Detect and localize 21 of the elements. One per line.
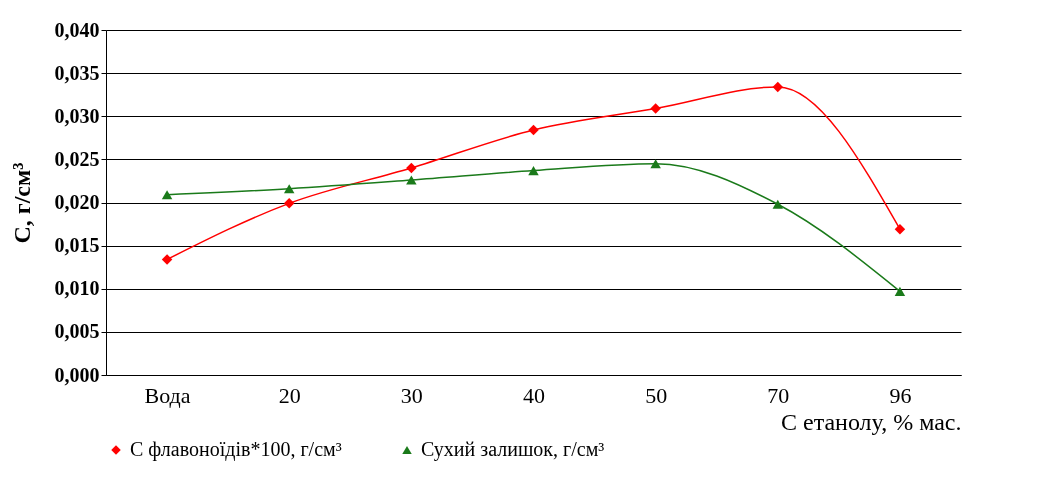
y-tick-label: 0,025 bbox=[54, 147, 100, 170]
x-tick-label: 50 bbox=[645, 382, 668, 408]
x-tick-label: 40 bbox=[523, 382, 545, 408]
y-tick-label: 0,020 bbox=[54, 191, 100, 213]
x-axis-title: С етанолу, % мас. bbox=[780, 408, 962, 435]
x-tick-label: 20 bbox=[278, 382, 301, 408]
y-axis-title: С, г/см³ bbox=[8, 162, 35, 244]
x-tick-label: 30 bbox=[400, 382, 423, 408]
y-tick-label: 0,015 bbox=[54, 234, 100, 257]
x-tick-label: 96 bbox=[889, 382, 912, 408]
y-tick-label: 0,040 bbox=[54, 18, 100, 41]
y-tick-label: 0,005 bbox=[54, 320, 100, 343]
legend-label: Сухий залишок, г/см³ bbox=[421, 438, 605, 461]
x-tick-label: 70 bbox=[767, 382, 790, 408]
y-tick-label: 0,010 bbox=[54, 277, 100, 300]
y-tick-label: 0,035 bbox=[54, 61, 100, 84]
y-tick-label: 0,030 bbox=[54, 104, 100, 127]
legend-label: С флавоноїдів*100, г/см³ bbox=[130, 438, 342, 461]
y-tick-label: 0,000 bbox=[54, 363, 100, 386]
x-tick-label: Вода bbox=[144, 382, 191, 408]
point bbox=[894, 286, 906, 296]
